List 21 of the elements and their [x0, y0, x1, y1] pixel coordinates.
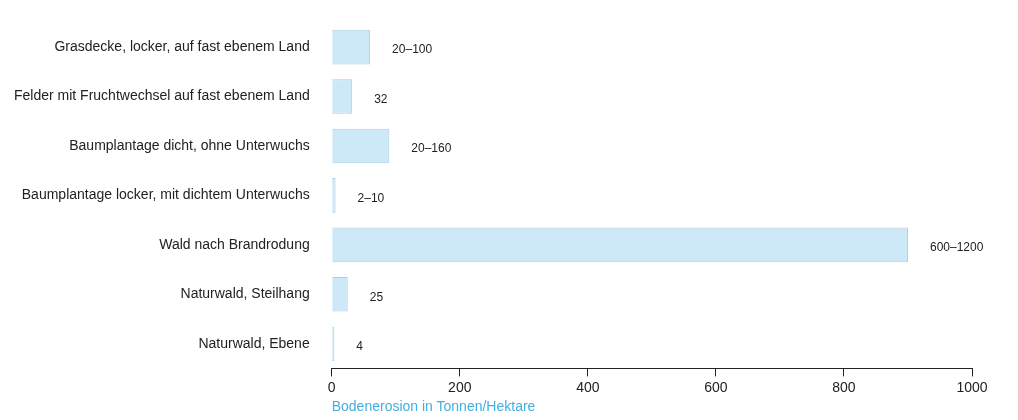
- y-tick-label: Grasdecke, locker, auf fast ebenem Land: [54, 37, 310, 54]
- x-tick-label: 800: [832, 378, 856, 395]
- x-tick-label: 1000: [956, 378, 988, 395]
- data-label: 600–1200: [929, 240, 984, 255]
- y-tick-label: Naturwald, Ebene: [198, 334, 310, 351]
- y-tick-label: Felder mit Fruchtwechsel auf fast ebenem Land: [14, 87, 310, 104]
- x-tick-label: 200: [448, 378, 472, 395]
- x-tick-label: 0: [327, 378, 336, 395]
- data-label: 20–100: [392, 42, 433, 57]
- data-label: 2–10: [357, 190, 385, 205]
- y-tick-label: Wald nach Brandrodung: [159, 235, 310, 252]
- data-label: 25: [369, 289, 384, 304]
- data-label: 20–160: [411, 141, 452, 156]
- y-tick-label: Naturwald, Steilhang: [180, 285, 310, 302]
- x-axis-title: Bodenerosion in Tonnen/Hektare: [331, 398, 536, 415]
- data-label: 4: [356, 339, 364, 353]
- x-tick-label: 400: [576, 378, 600, 395]
- x-tick-label: 600: [704, 378, 728, 395]
- data-label: 32: [374, 91, 388, 106]
- y-tick-label: Baumplantage dicht, ohne Unterwuchs: [69, 136, 310, 153]
- y-tick-label: Baumplantage locker, mit dichtem Unterwuchs: [21, 186, 310, 203]
